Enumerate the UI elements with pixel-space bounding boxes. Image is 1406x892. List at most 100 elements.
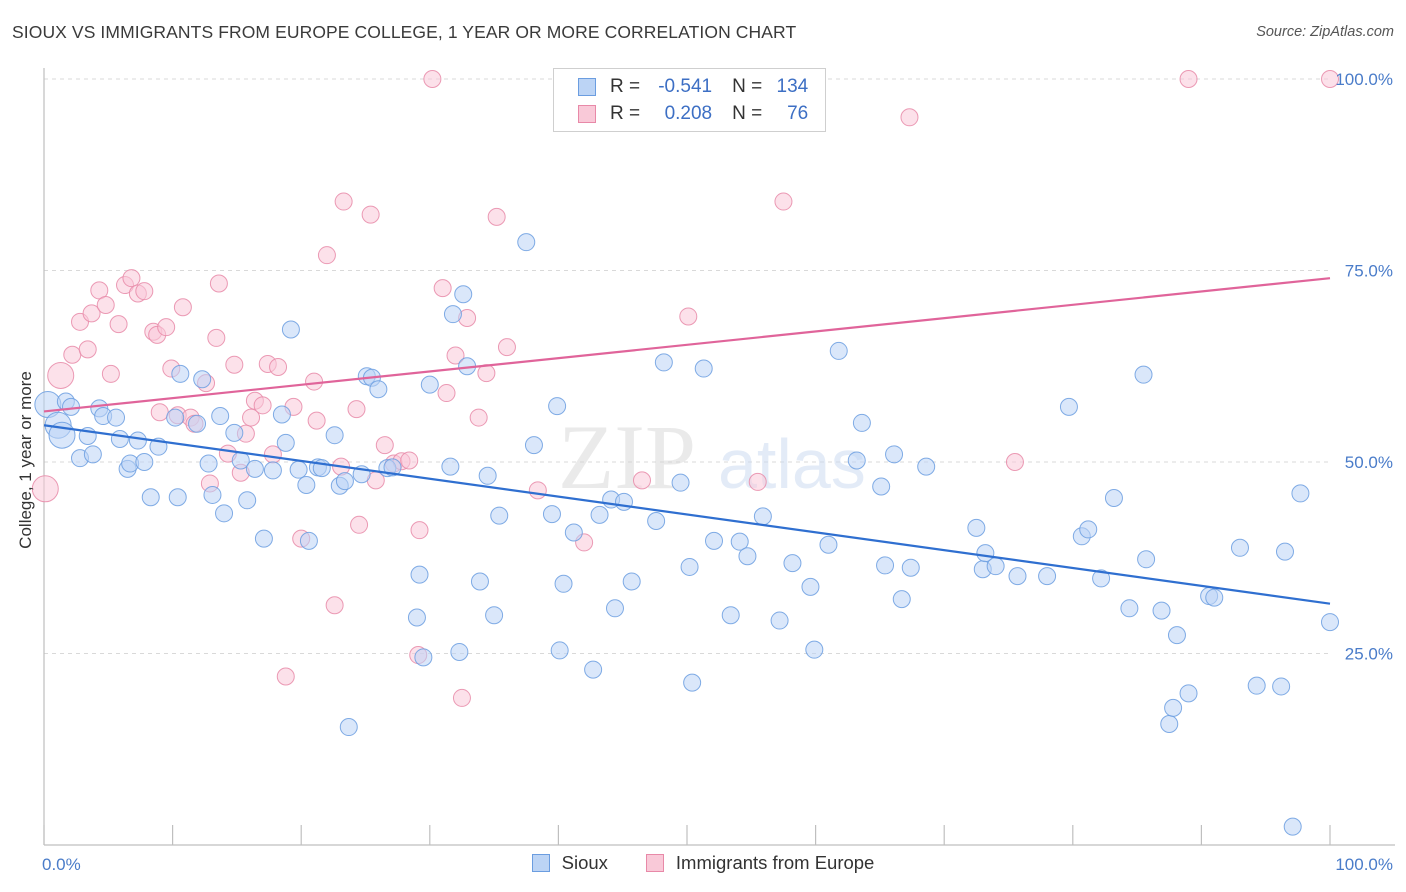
europe-point [63, 345, 82, 364]
sioux-point [1038, 567, 1057, 586]
sioux-point [1275, 542, 1294, 561]
legend-item-sioux[interactable]: Sioux [531, 852, 608, 874]
sioux-point [590, 505, 609, 524]
sioux-point [819, 535, 838, 554]
sioux-point [847, 451, 866, 470]
y-axis-label: College, 1 year or more [16, 371, 35, 549]
europe-point [209, 274, 228, 293]
sioux-point [199, 454, 218, 473]
europe-point [350, 515, 369, 534]
sioux-point [680, 557, 699, 576]
source-credit: Source: ZipAtlas.com [1256, 24, 1394, 40]
europe-point [157, 318, 176, 337]
sioux-point [753, 507, 772, 526]
sioux-point [135, 453, 154, 471]
series-sioux-points [34, 233, 1339, 836]
europe-point [410, 521, 429, 540]
legend-r-value: -0.541 [658, 76, 713, 97]
sioux-point [614, 492, 633, 511]
sioux-point [107, 408, 126, 427]
legend-swatch-europe [645, 854, 664, 872]
sioux-point [967, 518, 986, 537]
sioux-point [524, 436, 543, 455]
europe-point [135, 282, 154, 301]
sioux-point [1160, 714, 1179, 733]
x-tick-label: 100.0% [1335, 855, 1393, 874]
legend-n-label: N = [732, 76, 763, 97]
sioux-point [852, 413, 871, 432]
legend-swatch-sioux [531, 854, 550, 872]
y-tick-label: 25.0% [1345, 645, 1393, 664]
sioux-point [276, 433, 295, 452]
sioux-point [225, 423, 244, 442]
sioux-point [550, 641, 569, 660]
sioux-point [335, 472, 354, 491]
europe-point [207, 328, 226, 347]
europe-point [122, 269, 141, 288]
europe-point [347, 400, 366, 419]
sioux-point [1164, 698, 1183, 717]
legend-n-value: 134 [776, 76, 809, 97]
legend-r-label: R = [610, 103, 641, 124]
sioux-point [128, 431, 147, 450]
sioux-point [1321, 613, 1339, 632]
sioux-point [166, 408, 185, 427]
europe-point [437, 384, 456, 403]
sioux-point [299, 531, 318, 550]
europe-point [487, 207, 506, 226]
europe-point [679, 307, 698, 326]
sioux-point [1120, 599, 1139, 618]
europe-point [305, 372, 324, 391]
watermark: ZIP atlas [558, 406, 866, 508]
sioux-point [1104, 489, 1123, 508]
europe-point [446, 346, 465, 365]
europe-point [225, 355, 244, 374]
sioux-point [721, 606, 740, 625]
trend-lines [43, 277, 1331, 605]
europe-point [375, 436, 394, 455]
tick-labels: 25.0% 50.0% 75.0% 100.0% 0.0% 100.0% [42, 70, 1393, 874]
watermark-atlas: atlas [718, 425, 866, 503]
sioux-point [805, 640, 824, 659]
sioux-point [420, 375, 439, 394]
sioux-point [485, 606, 504, 625]
series-legend: Sioux Immigrants from Europe [0, 852, 1406, 874]
legend-swatch-sioux [578, 78, 596, 96]
sioux-point [564, 523, 583, 542]
sioux-point [407, 608, 426, 627]
europe-point [269, 358, 288, 377]
sioux-trend-line [43, 424, 1331, 605]
europe-point [1321, 70, 1339, 88]
legend-item-europe[interactable]: Immigrants from Europe [645, 852, 874, 874]
sioux-point [647, 511, 666, 530]
sioux-point [281, 320, 300, 339]
sioux-point [1079, 520, 1098, 539]
sioux-point [901, 558, 920, 577]
europe-point [31, 475, 59, 503]
sioux-point [289, 460, 308, 479]
chart-title: SIOUX VS IMMIGRANTS FROM EUROPE COLLEGE,… [12, 22, 797, 42]
europe-point [361, 205, 380, 224]
europe-point [47, 361, 75, 389]
sioux-point [705, 531, 724, 550]
europe-point [325, 596, 344, 615]
sioux-point [410, 565, 429, 584]
sioux-point [770, 611, 789, 630]
europe-point [1005, 453, 1024, 471]
sioux-point [325, 426, 344, 445]
sioux-point [554, 574, 573, 593]
legend-n-value: 76 [787, 103, 809, 124]
sioux-point [1008, 567, 1027, 586]
sioux-point [215, 504, 234, 523]
sioux-point [245, 459, 264, 478]
sioux-point [605, 599, 624, 618]
europe-point [317, 246, 336, 265]
sioux-point [414, 648, 433, 667]
europe-point [173, 298, 192, 317]
europe-point [109, 315, 128, 334]
europe-trend-line [43, 277, 1331, 413]
sioux-point [1247, 676, 1266, 695]
sioux-point [297, 475, 316, 494]
legend-swatch-europe [578, 105, 596, 123]
